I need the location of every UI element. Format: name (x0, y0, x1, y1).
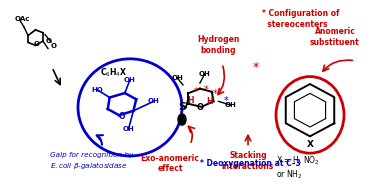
Polygon shape (108, 93, 136, 115)
Text: OH: OH (147, 98, 159, 105)
Text: OH: OH (122, 126, 134, 132)
Text: *: * (194, 86, 198, 97)
Text: Exo-anomeric
effect: Exo-anomeric effect (141, 154, 200, 174)
Text: O: O (51, 43, 57, 49)
Text: *: * (223, 96, 228, 106)
Text: HO: HO (92, 87, 104, 93)
Text: C$_6$H$_4$X: C$_6$H$_4$X (100, 67, 127, 79)
Text: Stacking
interactions: Stacking interactions (222, 151, 274, 171)
Text: O: O (34, 41, 39, 47)
Text: O: O (197, 103, 203, 112)
Text: *: * (203, 86, 208, 95)
Text: O: O (119, 112, 125, 121)
Text: Anomeric
substituent: Anomeric substituent (310, 27, 360, 47)
Text: *: * (253, 61, 259, 74)
Text: OH: OH (171, 75, 183, 81)
Text: Galp for recognition by
$E. coli$ β-galatosidase: Galp for recognition by $E. coli$ β-gala… (50, 152, 133, 171)
Polygon shape (188, 89, 214, 107)
Text: X: X (307, 140, 313, 149)
Text: Hydrogen
bonding: Hydrogen bonding (197, 36, 239, 55)
Ellipse shape (178, 114, 186, 125)
Text: OAc: OAc (14, 16, 30, 22)
Text: OH: OH (199, 71, 211, 77)
Text: O: O (46, 38, 52, 44)
Text: S: S (178, 102, 186, 112)
Text: H: H (206, 97, 213, 106)
Text: *: * (212, 89, 217, 99)
Text: OH: OH (124, 77, 136, 83)
Polygon shape (286, 84, 334, 136)
Text: * Configuration of
  stereocenters: * Configuration of stereocenters (262, 9, 339, 29)
Text: H: H (187, 96, 193, 105)
Text: X = H, NO$_2$
or NH$_2$: X = H, NO$_2$ or NH$_2$ (276, 154, 320, 181)
Text: OH: OH (225, 102, 236, 108)
Text: * Deoxygenation at C–3: * Deoxygenation at C–3 (200, 159, 301, 168)
